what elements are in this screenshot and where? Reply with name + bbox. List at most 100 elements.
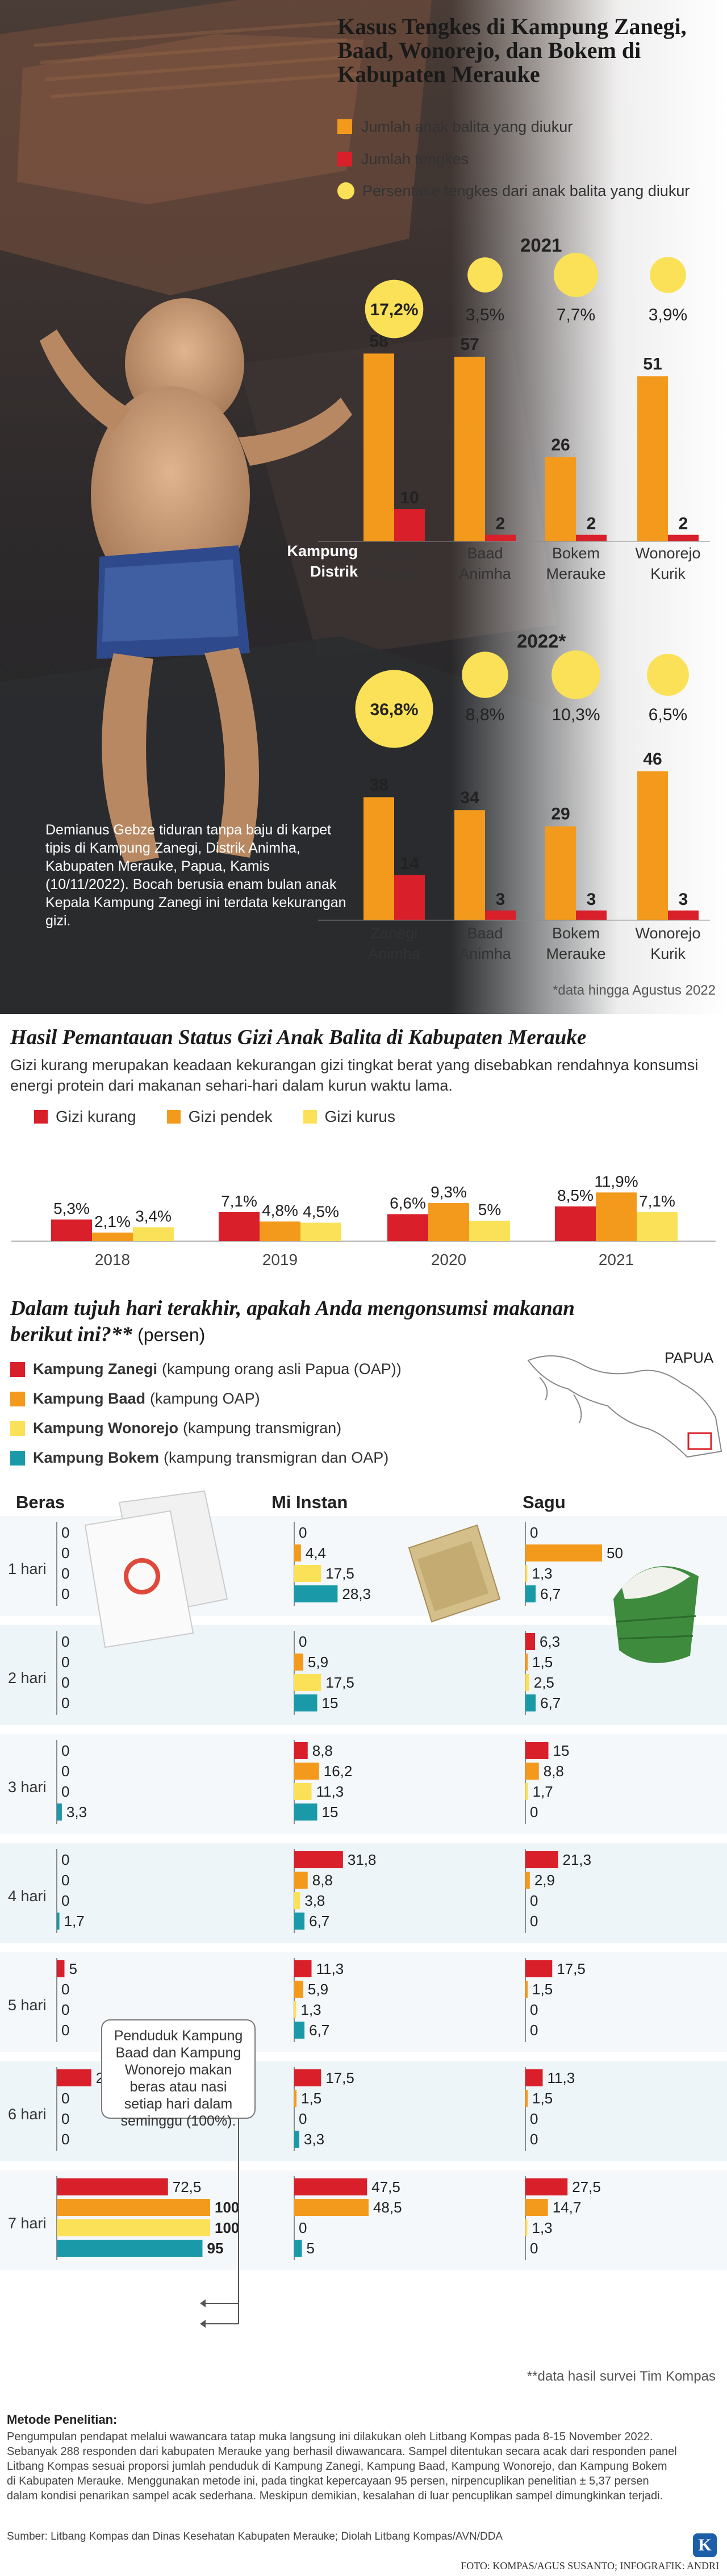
survey-bar [294,2240,302,2257]
survey-value-label: 5 [307,2240,315,2257]
sources: Sumber: Litbang Kompas dan Dinas Kesehat… [7,2531,503,2542]
percentage-label: 17,2% [370,300,418,319]
survey-value-label: 3,8 [304,1892,325,1909]
survey-title: Dalam tujuh hari terakhir, apakah Anda m… [10,1296,635,1348]
percentage-bubble [551,650,600,699]
survey-value-label: 6,7 [540,1585,561,1602]
bar-measured-label: 26 [551,436,570,454]
survey-value-label: 0 [61,1892,69,1909]
legend-gizi-pendek: Gizi pendek [166,1108,273,1126]
yellow-dot [337,182,354,199]
percentage-bubble [647,654,689,696]
stunting-hero-section: Kasus Tengkes di Kampung Zanegi, Baad, W… [0,0,727,1014]
percentage-bubble [365,279,424,339]
survey-value-label: 6,7 [309,1913,329,1930]
percentage-bubble [355,670,433,748]
survey-bar [525,1960,553,1977]
bar-stunted [485,910,516,920]
survey-bar [294,1872,308,1889]
row-label: 1 hari [8,1560,47,1577]
survey-value-label: 50 [607,1544,623,1562]
food-header: Mi Instan [271,1492,348,1512]
survey-value-label: 0 [61,1524,69,1541]
survey-bar [294,2090,297,2107]
survey-value-label: 0 [530,2131,538,2148]
district-label: Animha [368,945,421,962]
survey-bar [525,1742,549,1759]
row-label: 2 hari [8,1669,47,1686]
nutrition-value-label: 5,3% [53,1200,90,1217]
category-label: Wonorejo [635,925,700,942]
legend-gizi-kurang-label: Gizi kurang [56,1108,136,1125]
survey-bar [57,1913,60,1930]
survey-bar [525,1565,528,1582]
year-tick-label: 2019 [262,1251,298,1268]
legend-bokem: Kampung Bokem (kampung transmigran dan O… [10,1449,388,1467]
bar-measured [637,376,668,541]
survey-value-label: 0 [530,1913,538,1930]
survey-value-label: 100 [215,2219,239,2236]
year-tick-label: 2018 [95,1251,130,1268]
legend-stunted: Jumlah tengkes [337,149,469,169]
nutrition-value-label: 4,8% [262,1201,298,1219]
survey-value-label: 1,7 [64,1913,85,1930]
survey-value-label: 0 [530,1803,538,1821]
survey-bar [525,2178,568,2195]
survey-bar [525,2219,528,2236]
legend-gizi-kurus: Gizi kurus [303,1108,395,1126]
nutrition-chart: 5,3%2,1% 3,4% 2018 7,1% 4,8% 4,5% 2019 6,6% 9,3%… [11,1172,716,1268]
category-label: Baad [467,925,503,942]
survey-value-label: 0 [61,1742,69,1759]
nutrition-bar [92,1232,133,1241]
survey-value-label: 1,5 [532,1654,553,1671]
survey-value-label: 0 [61,1783,69,1800]
survey-callout: Penduduk Kampung Baad dan Kampung Wonore… [101,2019,256,2129]
rice-sack-logo [124,1558,160,1594]
teal-swatch [10,1450,25,1466]
bar-measured [454,810,485,920]
survey-bar [57,1803,62,1821]
survey-bar [294,2131,299,2148]
bar-stunted [576,535,607,541]
survey-bar [294,1803,317,1821]
district-label: Kurik [650,945,686,962]
percentage-label: 3,5% [466,306,504,324]
survey-value-label: 0 [61,1763,69,1780]
bar-stunted-label: 14 [400,854,419,873]
survey-value-label: 31,8 [348,1851,377,1868]
bar-stunted [394,875,425,920]
bar-measured [364,353,394,541]
row-label: 5 hari [8,1997,47,2014]
nutrition-value-label: 6,6% [390,1194,426,1212]
survey-value-label: 0 [61,1674,69,1691]
category-label: Zanegi [371,545,418,562]
survey-bar [57,1960,65,1977]
survey-value-label: 6,7 [540,1694,561,1711]
nutrition-value-label: 2,1% [94,1213,131,1230]
survey-value-label: 0 [530,2240,538,2257]
survey-bar [525,1981,528,1998]
survey-bar [294,1742,308,1759]
map-label: PAPUA [665,1349,714,1366]
bar-measured-label: 34 [460,788,479,807]
survey-bar [294,1913,305,1930]
kompas-logo: K [693,2533,717,2557]
bar-measured-label: 29 [551,805,570,824]
survey-value-label: 3,3 [66,1803,87,1821]
district-label: Animha [459,565,512,582]
sago-content [622,1567,690,1599]
bar-measured-label: 46 [643,750,662,769]
survey-bar [525,1654,528,1671]
bar-measured [364,797,394,920]
survey-value-label: 0 [61,1872,69,1889]
food-header: Beras [16,1492,65,1512]
arrow-head [200,2299,206,2307]
nutrition-title: Hasil Pemantauan Status Gizi Anak Balita… [10,1026,587,1049]
survey-value-label: 0 [530,2022,538,2039]
survey-bar [294,1544,301,1562]
nutrition-value-label: 7,1% [221,1192,257,1210]
survey-value-label: 0 [61,1851,69,1868]
papua-coastline-detail [539,1377,582,1423]
survey-value-label: 17,5 [325,1674,354,1691]
bar-stunted [485,535,516,541]
